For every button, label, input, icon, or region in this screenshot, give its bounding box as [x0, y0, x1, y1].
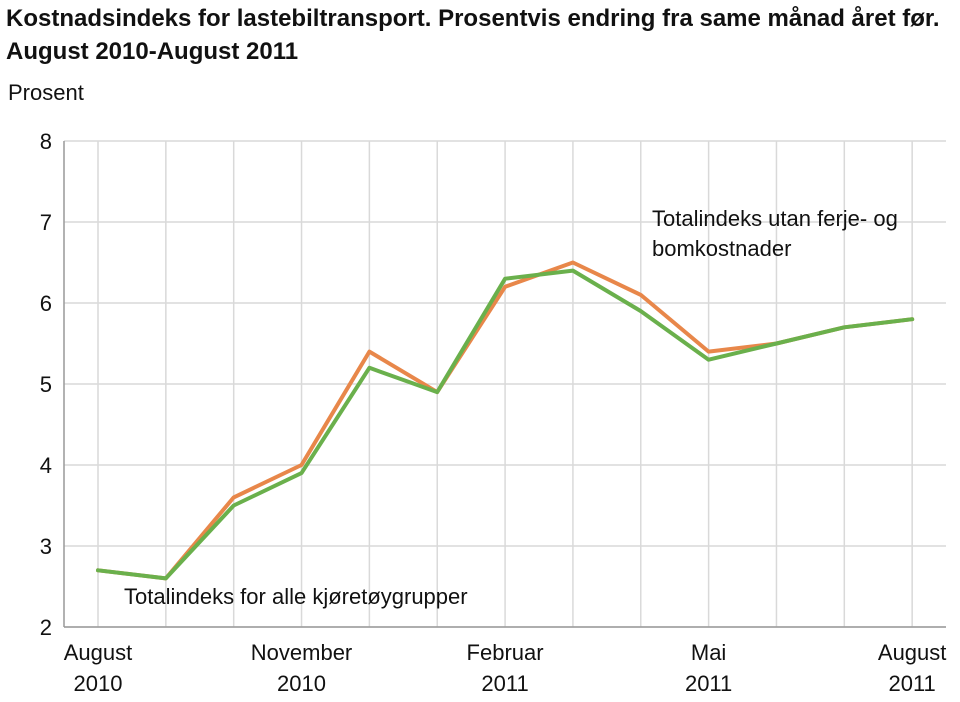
y-tick-label: 5 — [40, 372, 52, 397]
x-tick-label: November 2010 — [251, 640, 352, 696]
x-tick-line1: Mai — [691, 640, 726, 665]
y-tick-label: 4 — [40, 453, 52, 478]
annotation-line1: Totalindeks utan ferje- og — [652, 206, 898, 231]
x-tick-line2: 2010 — [277, 671, 326, 696]
y-tick-label: 2 — [40, 615, 52, 640]
y-axis-label: Prosent — [8, 80, 84, 105]
y-tick-label: 6 — [40, 291, 52, 316]
annotations: Totalindeks utan ferje- og bomkostnaderTo… — [124, 206, 898, 609]
x-tick-line1: Februar — [467, 640, 544, 665]
x-axis-ticks: August 2010 November 2010 Februar 2011 Mai 2011… — [64, 640, 947, 696]
annotation-green-series: Totalindeks for alle kjøretøygrupper — [124, 584, 468, 609]
x-tick-line2: 2011 — [888, 671, 935, 696]
x-tick-line1: August — [878, 640, 947, 665]
x-tick-line1: August — [64, 640, 133, 665]
x-tick-label: Februar 2011 — [467, 640, 544, 696]
x-tick-label: August 2010 — [64, 640, 133, 696]
y-tick-label: 7 — [40, 210, 52, 235]
chart-title: Kostnadsindeks for lastebiltransport. Pr… — [6, 5, 940, 65]
series-line-2 — [96, 268, 915, 581]
annotation-line2: bomkostnader — [652, 236, 791, 261]
x-tick-label: August 2011 — [878, 640, 947, 696]
y-tick-label: 3 — [40, 534, 52, 559]
x-tick-line1: November — [251, 640, 352, 665]
x-tick-line2: 2010 — [74, 671, 123, 696]
y-tick-label: 8 — [40, 129, 52, 154]
x-tick-line2: 2011 — [685, 671, 732, 696]
annotation-orange-series: Totalindeks utan ferje- og bomkostnader — [652, 206, 898, 261]
x-tick-line2: 2011 — [481, 671, 528, 696]
grid-lines — [63, 140, 946, 628]
x-tick-label: Mai 2011 — [685, 640, 732, 696]
series-lines — [96, 260, 915, 581]
y-axis-ticks: 2 3 4 5 6 7 8 — [40, 129, 52, 640]
